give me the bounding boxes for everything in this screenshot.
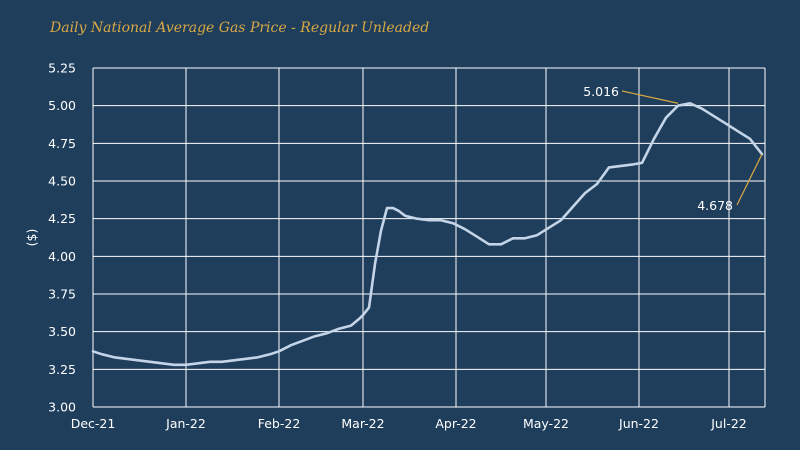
y-tick-label: 5.00 xyxy=(48,98,76,113)
x-tick-label: Mar-22 xyxy=(341,416,384,431)
y-axis-ticks: 3.00 3.25 3.50 3.75 4.00 4.25 4.50 4.75 5.00 5.25 xyxy=(48,61,76,415)
y-tick-label: 3.75 xyxy=(48,287,76,302)
y-tick-label: 3.25 xyxy=(48,362,76,377)
y-tick-label: 4.75 xyxy=(48,136,76,151)
x-tick-label: Jun-22 xyxy=(618,416,659,431)
x-tick-label: Apr-22 xyxy=(435,416,476,431)
x-tick-label: Jan-22 xyxy=(165,416,206,431)
y-tick-label: 4.00 xyxy=(48,249,76,264)
x-tick-label: May-22 xyxy=(523,416,569,431)
x-axis-ticks: Dec-21 Jan-22 Feb-22 Mar-22 Apr-22 May-22 Jun-… xyxy=(71,416,747,431)
chart-title: Daily National Average Gas Price - Regul… xyxy=(50,20,430,36)
y-tick-label: 3.50 xyxy=(48,324,76,339)
x-tick-label: Dec-21 xyxy=(71,416,116,431)
y-tick-label: 5.25 xyxy=(48,61,76,76)
latest-annotation: 4.678 xyxy=(697,198,733,213)
series-group xyxy=(91,102,764,367)
peak-annotation: 5.016 xyxy=(583,84,619,99)
y-tick-label: 3.00 xyxy=(48,400,76,415)
y-axis-label: ($) xyxy=(24,229,39,247)
latest-leader-line xyxy=(736,153,763,206)
y-tick-label: 4.25 xyxy=(48,211,76,226)
x-tick-label: Jul-22 xyxy=(710,416,747,431)
peak-leader-line xyxy=(621,90,679,104)
y-tick-label: 4.50 xyxy=(48,174,76,189)
annotations: 5.016 4.678 xyxy=(583,84,763,213)
x-tick-label: Feb-22 xyxy=(258,416,301,431)
price-line xyxy=(91,102,764,367)
